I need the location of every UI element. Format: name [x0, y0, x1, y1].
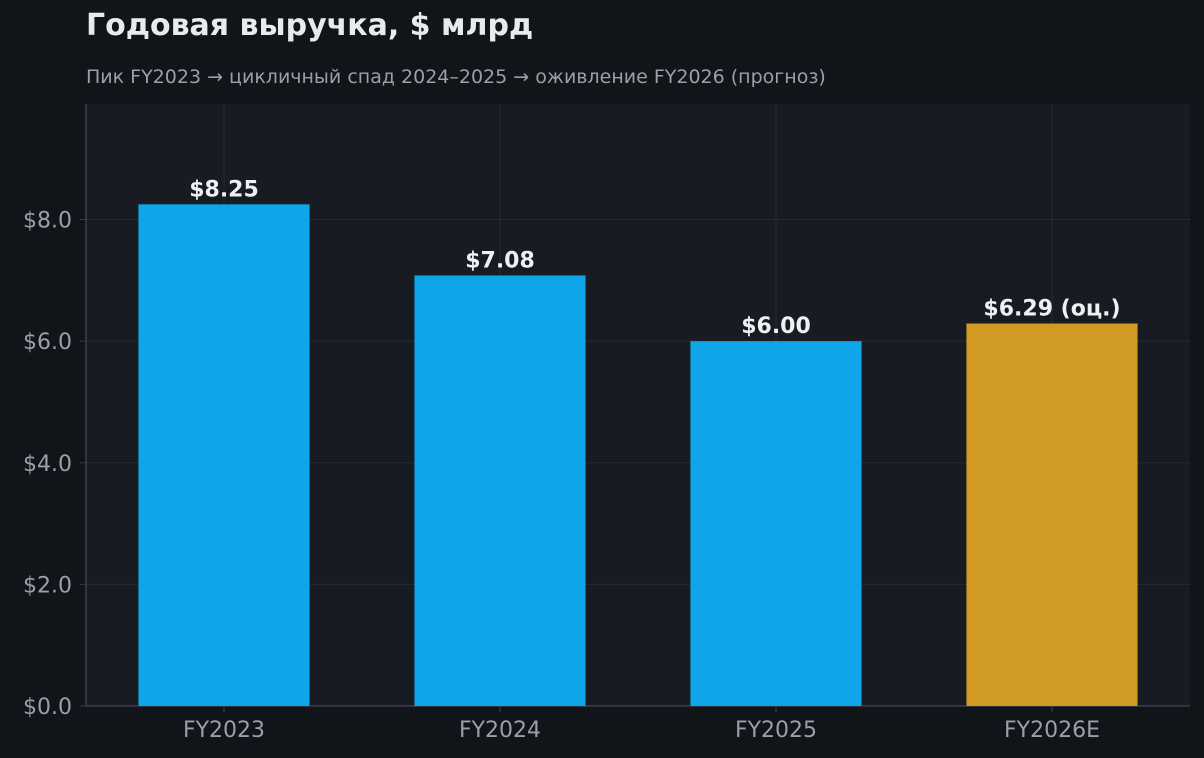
x-tick-label: FY2026E	[1004, 718, 1100, 743]
data-label: $6.00	[741, 314, 811, 339]
x-tick-label: FY2025	[735, 718, 817, 743]
y-tick-label: $2.0	[23, 573, 72, 598]
bar-fy2023	[138, 204, 310, 707]
y-tick-label: $0.0	[23, 695, 72, 720]
bar-fy2025	[690, 341, 862, 706]
data-labels: $8.25 $7.08 $6.00 $6.29 (оц.)	[189, 177, 1120, 339]
bar-fy2026e	[966, 323, 1138, 706]
tick-labels: $0.0 $2.0 $4.0 $6.0 $8.0 FY2023 FY2024 FY2025 FY…	[23, 209, 1100, 743]
data-label: $8.25	[189, 177, 259, 202]
data-label: $7.08	[465, 248, 535, 273]
x-tick-label: FY2023	[183, 718, 265, 743]
chart-subtitle: Пик FY2023 → цикличный спад 2024–2025 → …	[86, 66, 826, 88]
data-label: $6.29 (оц.)	[983, 297, 1120, 322]
y-tick-label: $4.0	[23, 452, 72, 477]
bars	[138, 204, 1138, 707]
chart-title: Годовая выручка, $ млрд	[86, 8, 534, 43]
y-tick-label: $8.0	[23, 209, 72, 234]
x-tick-label: FY2024	[459, 718, 541, 743]
y-tick-label: $6.0	[23, 330, 72, 355]
bar-fy2024	[414, 275, 586, 706]
